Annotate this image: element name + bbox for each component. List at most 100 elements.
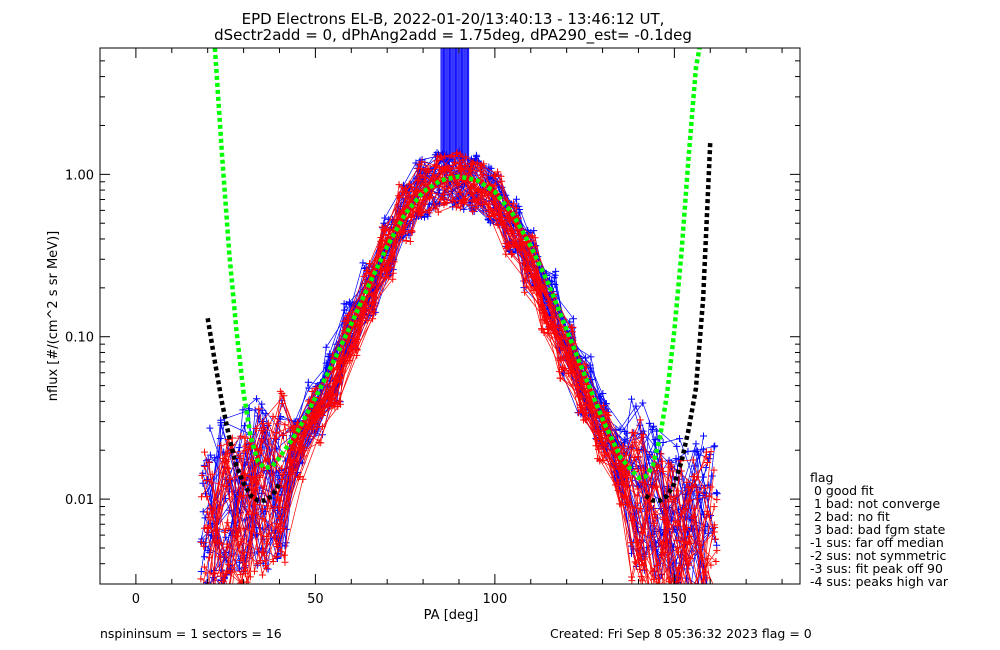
plus-marker	[206, 424, 214, 432]
plus-marker	[704, 595, 711, 602]
plus-marker	[467, 159, 475, 167]
fit-curve-black	[644, 141, 713, 503]
plus-marker	[579, 416, 587, 424]
plus-marker	[281, 558, 289, 566]
plus-marker	[676, 435, 684, 443]
plus-marker	[647, 591, 654, 598]
plus-marker	[253, 395, 261, 403]
y-tick-label: 0.10	[65, 331, 94, 346]
plus-marker	[636, 416, 644, 424]
plus-marker	[516, 238, 524, 246]
plus-marker	[245, 405, 253, 413]
plus-marker	[645, 419, 653, 427]
plus-marker	[707, 583, 709, 584]
plus-marker	[663, 538, 671, 546]
plus-marker	[659, 439, 667, 447]
plus-marker	[245, 446, 253, 454]
plus-marker	[294, 473, 302, 481]
plus-marker	[200, 542, 208, 550]
plus-marker	[417, 211, 425, 219]
plus-marker	[468, 201, 476, 209]
plus-marker	[636, 551, 644, 559]
plus-marker	[710, 609, 717, 616]
plus-marker	[217, 572, 225, 580]
plus-marker	[353, 346, 361, 354]
plus-marker	[561, 364, 569, 372]
plus-marker	[324, 353, 332, 361]
x-tick-label: 100	[482, 592, 507, 607]
legend-entry: 3 bad: bad fgm state	[810, 522, 946, 537]
legend-entry: -4 sus: peaks high var	[810, 574, 949, 589]
plus-marker	[653, 592, 660, 599]
plus-marker	[235, 444, 243, 452]
plus-marker	[694, 488, 702, 496]
plus-marker	[207, 587, 214, 594]
plus-marker	[239, 535, 247, 543]
plus-marker	[639, 399, 647, 407]
plus-marker	[658, 457, 666, 465]
plus-marker	[402, 237, 410, 245]
plus-marker	[676, 616, 683, 623]
plus-marker	[649, 426, 657, 434]
plus-marker	[206, 451, 214, 459]
plus-marker	[622, 477, 630, 485]
fit-curve-black	[205, 317, 282, 503]
plus-marker	[341, 306, 349, 314]
plus-marker	[707, 448, 715, 456]
plus-marker	[599, 427, 607, 435]
plus-marker	[280, 525, 288, 533]
plus-marker	[280, 392, 288, 400]
plus-marker	[368, 290, 376, 298]
plus-marker	[671, 517, 679, 525]
plus-marker	[242, 587, 249, 594]
plus-marker	[692, 608, 699, 615]
plus-marker	[710, 591, 717, 598]
plus-marker	[258, 406, 266, 414]
plus-marker	[713, 588, 720, 595]
plus-marker	[206, 602, 213, 609]
plus-marker	[382, 225, 390, 233]
plus-marker	[309, 409, 317, 417]
plus-marker	[443, 165, 451, 173]
plus-marker	[507, 250, 515, 258]
plus-marker	[628, 573, 636, 581]
plus-marker	[528, 232, 536, 240]
plus-marker	[222, 594, 229, 601]
plus-marker	[208, 470, 216, 478]
plus-marker	[407, 227, 415, 235]
plus-marker	[363, 316, 371, 324]
plus-marker	[461, 196, 469, 204]
plus-marker	[262, 456, 270, 464]
plus-marker	[456, 164, 464, 172]
plus-marker	[703, 618, 710, 625]
plus-marker	[459, 156, 467, 164]
plus-marker	[324, 393, 332, 401]
legend-entry: -3 sus: fit peak off 90	[810, 561, 943, 576]
plus-marker	[490, 171, 498, 179]
plus-marker	[700, 484, 708, 492]
plus-marker	[258, 400, 266, 408]
plus-marker	[686, 613, 693, 620]
plus-marker	[658, 581, 660, 584]
plus-marker	[278, 400, 286, 408]
plus-marker	[318, 423, 326, 431]
plus-marker	[415, 160, 423, 168]
plus-marker	[202, 593, 209, 600]
plus-marker	[407, 214, 415, 222]
plus-marker	[649, 609, 656, 616]
plus-marker	[201, 448, 209, 456]
chart-title: EPD Electrons EL-B, 2022-01-20/13:40:13 …	[242, 10, 665, 28]
plus-marker	[530, 227, 538, 235]
plus-marker	[237, 432, 245, 440]
plus-marker	[208, 583, 210, 584]
plus-marker	[208, 582, 210, 584]
plus-marker	[388, 252, 396, 260]
x-axis-label: PA [deg]	[424, 608, 479, 623]
plus-marker	[227, 596, 234, 603]
plus-marker	[702, 614, 709, 621]
plus-marker	[556, 356, 564, 364]
plus-marker	[259, 424, 267, 432]
plus-marker	[408, 183, 416, 191]
plus-marker	[697, 581, 699, 584]
plus-marker	[460, 199, 468, 207]
